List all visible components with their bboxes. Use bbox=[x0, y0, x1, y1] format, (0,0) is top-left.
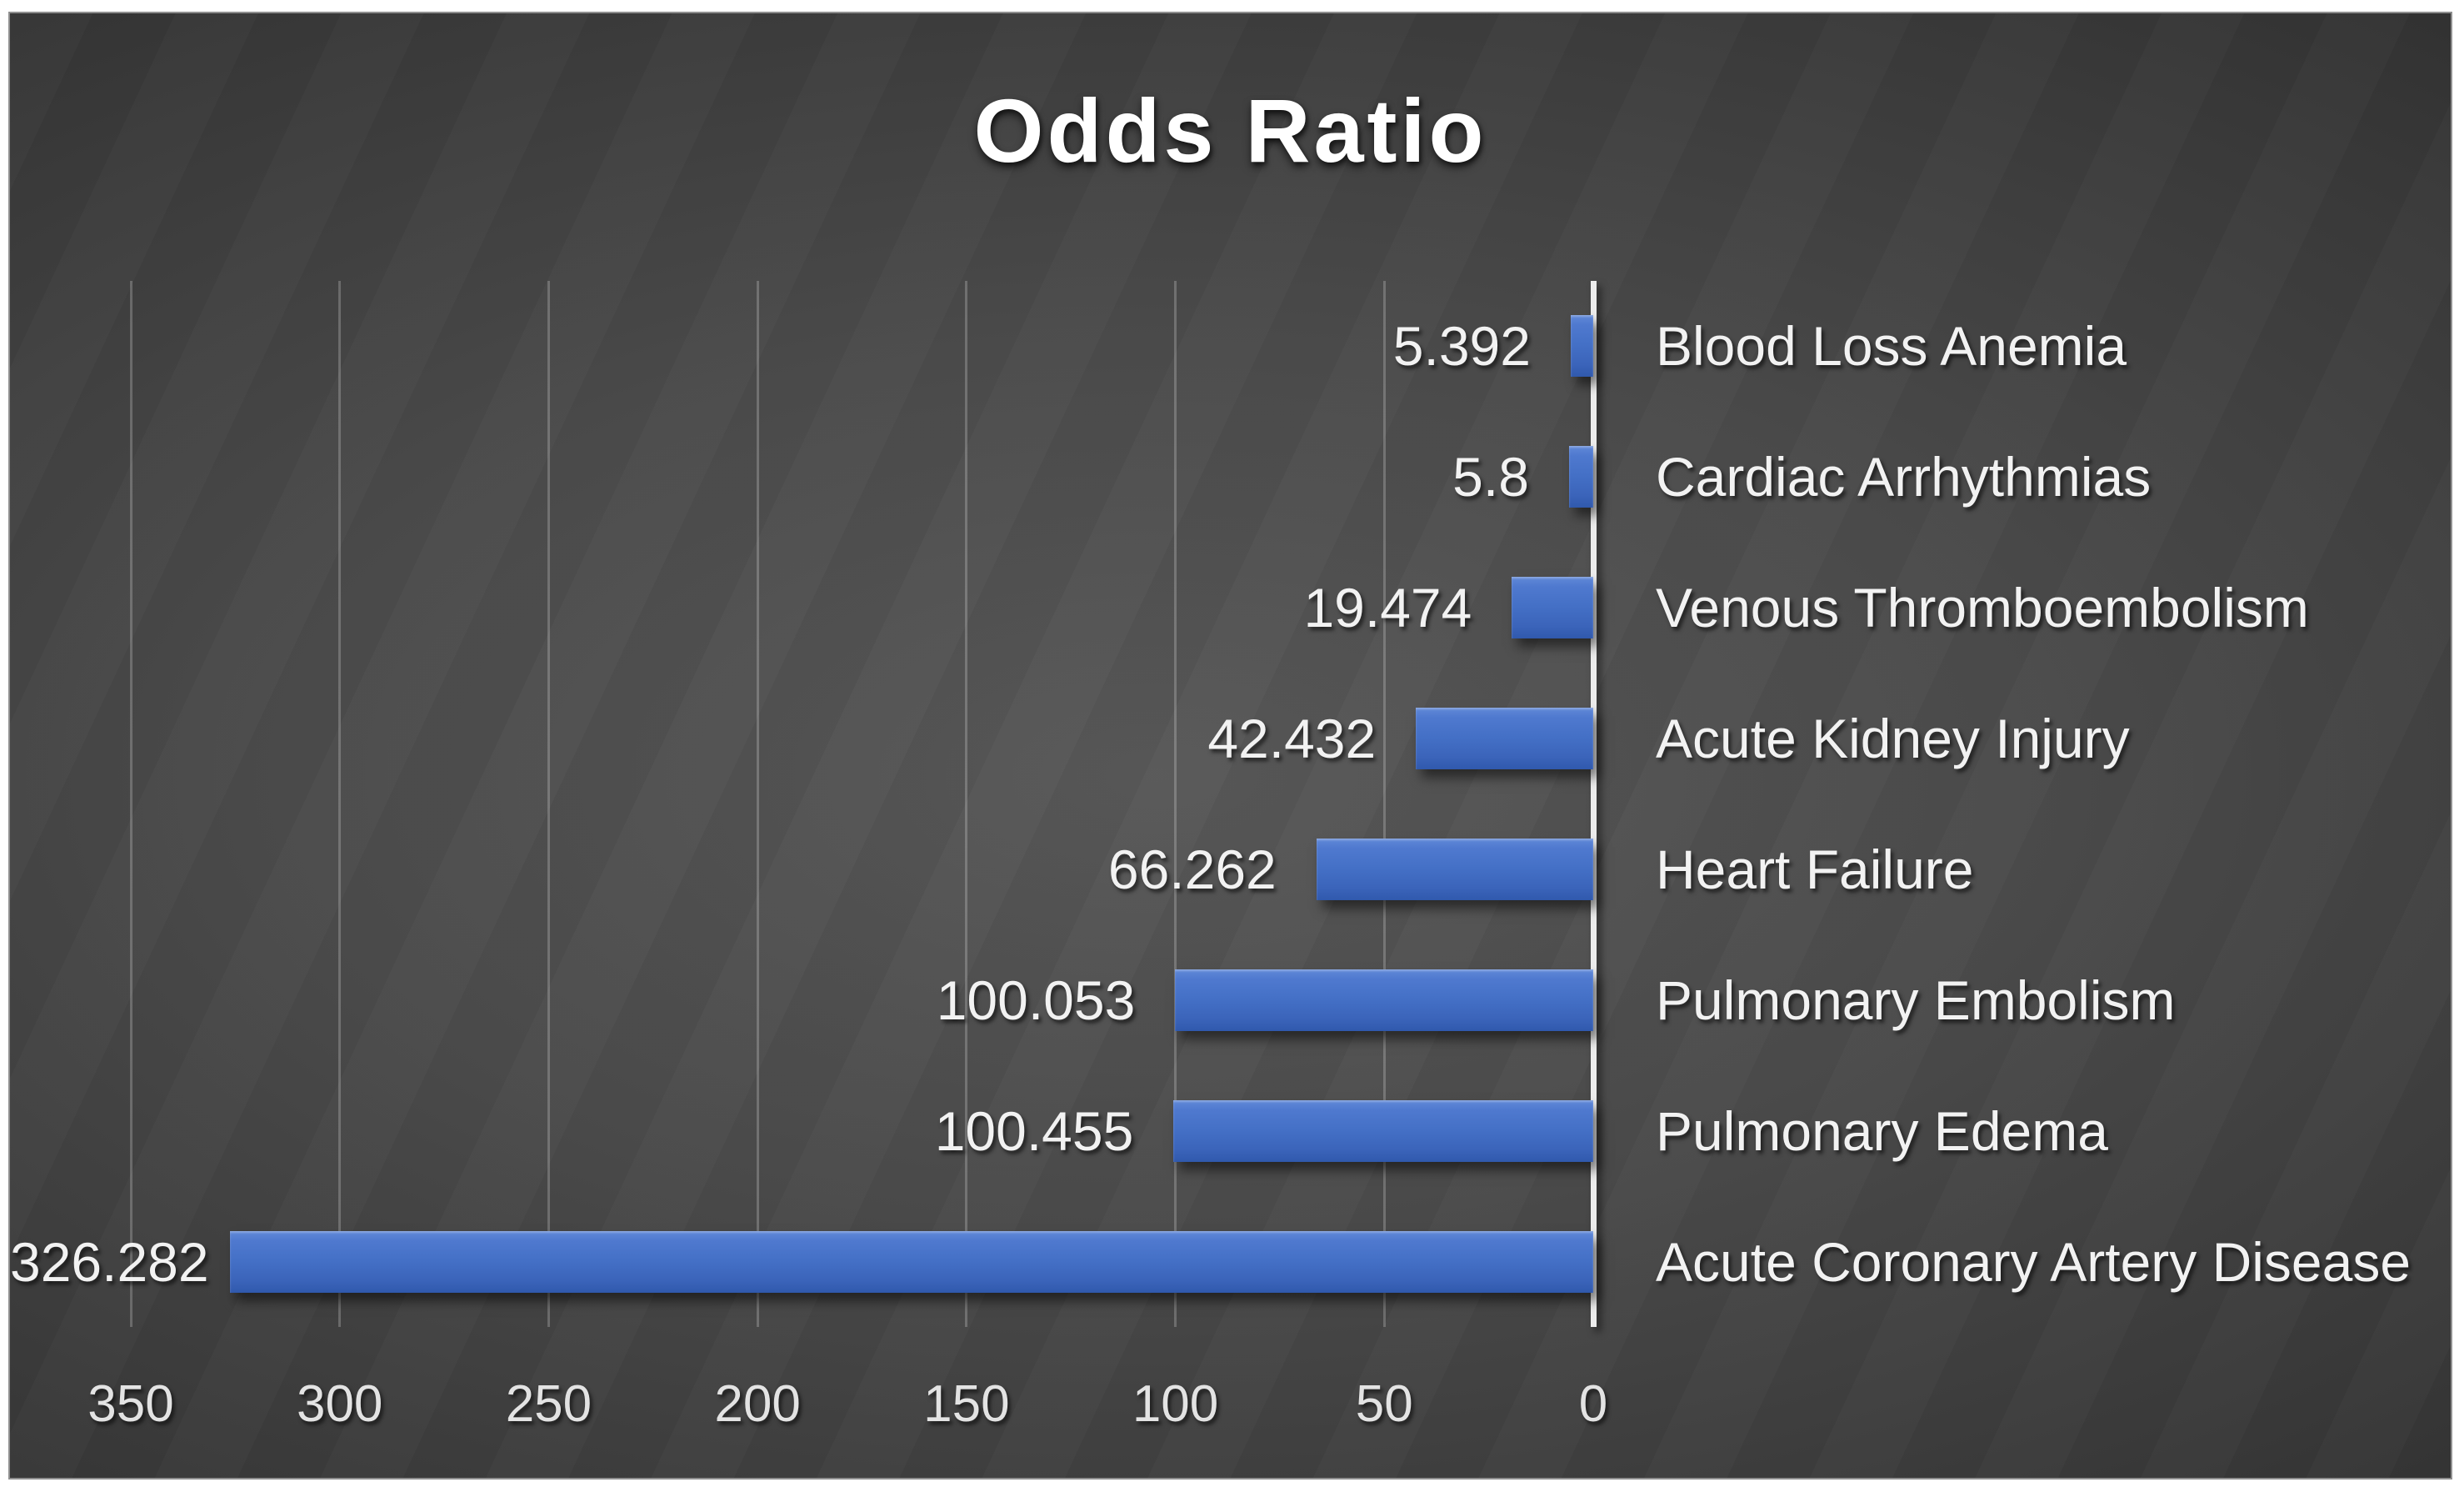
gridline-300 bbox=[338, 281, 342, 1327]
category-label: Acute Coronary Artery Disease bbox=[1656, 1230, 2412, 1293]
bar-heart-failure bbox=[1316, 838, 1593, 900]
category-label: Acute Kidney Injury bbox=[1656, 708, 2130, 770]
gridline-150 bbox=[965, 281, 968, 1327]
bar-cardiac-arrhythmias bbox=[1568, 446, 1593, 508]
plot-area: 350 300 250 200 150 100 50 0 5.392 Blood Loss Ane… bbox=[10, 13, 2451, 1478]
bar-pulmonary-edema bbox=[1173, 1099, 1593, 1162]
x-axis-tick-label: 300 bbox=[296, 1375, 383, 1433]
gridline-200 bbox=[756, 281, 759, 1327]
chart-title: Odds Ratio bbox=[973, 80, 1487, 181]
bar-blood-loss-anemia bbox=[1570, 315, 1593, 378]
bar-value-label: 100.455 bbox=[934, 1099, 1134, 1162]
gridline-50 bbox=[1382, 281, 1386, 1327]
bar-pulmonary-embolism bbox=[1175, 969, 1593, 1031]
category-label: Pulmonary Edema bbox=[1656, 1099, 2108, 1162]
bar-acute-kidney-injury bbox=[1416, 708, 1593, 770]
category-label: Pulmonary Embolism bbox=[1656, 969, 2176, 1031]
gridline-100 bbox=[1174, 281, 1177, 1327]
x-axis-tick-label: 350 bbox=[87, 1375, 174, 1433]
x-axis-tick-label: 200 bbox=[714, 1375, 801, 1433]
bar-value-label: 326.282 bbox=[10, 1230, 209, 1293]
bar-value-label: 66.262 bbox=[1107, 838, 1277, 900]
gridline-250 bbox=[547, 281, 550, 1327]
category-label: Venous Thromboembolism bbox=[1656, 577, 2309, 639]
chart-slide: Odds Ratio 350 300 250 200 150 100 50 0 5.392 Blo… bbox=[8, 12, 2452, 1479]
bar-acute-coronary-artery-disease bbox=[229, 1230, 1593, 1293]
value-axis-zero-line bbox=[1590, 281, 1597, 1327]
category-label: Heart Failure bbox=[1656, 838, 1974, 900]
bar-value-label: 5.8 bbox=[1452, 446, 1529, 508]
bar-value-label: 42.432 bbox=[1207, 708, 1377, 770]
x-axis-tick-label: 100 bbox=[1132, 1375, 1219, 1433]
x-axis-tick-label: 150 bbox=[923, 1375, 1010, 1433]
category-label: Cardiac Arrhythmias bbox=[1656, 446, 2152, 508]
bar-value-label: 100.053 bbox=[936, 969, 1136, 1031]
x-axis-tick-label: 250 bbox=[505, 1375, 592, 1433]
bar-value-label: 19.474 bbox=[1303, 577, 1472, 639]
bar-value-label: 5.392 bbox=[1392, 315, 1531, 378]
gridline-350 bbox=[129, 281, 132, 1327]
x-axis-tick-label: 50 bbox=[1355, 1375, 1413, 1433]
x-axis-tick-label: 0 bbox=[1578, 1375, 1608, 1433]
category-label: Blood Loss Anemia bbox=[1656, 315, 2127, 378]
bar-venous-thromboembolism bbox=[1512, 577, 1593, 639]
